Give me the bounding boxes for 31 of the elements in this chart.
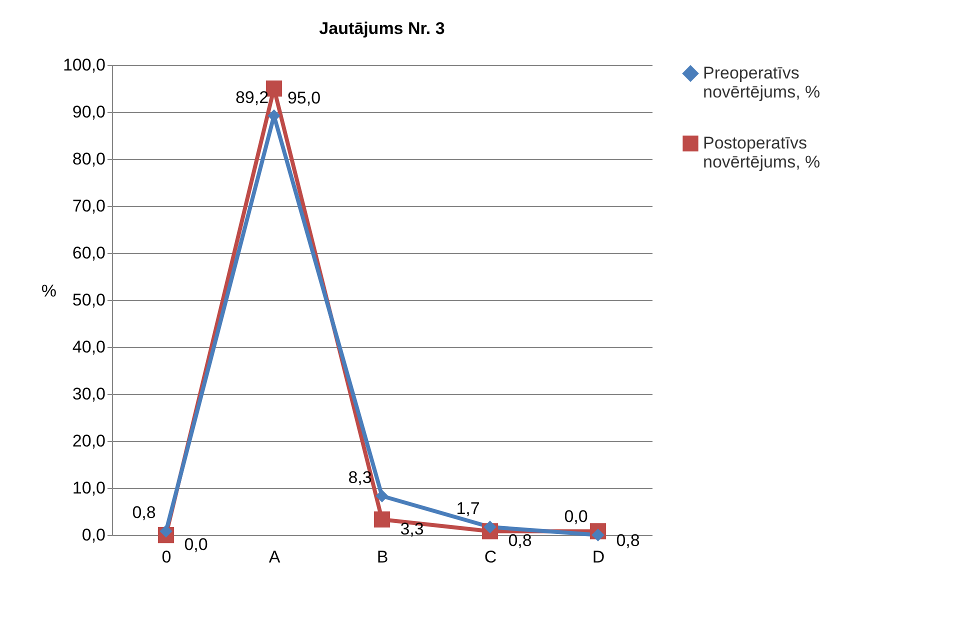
data-label: 1,7 — [456, 499, 480, 518]
data-label: 89,2 — [235, 88, 269, 107]
y-tick-label: 70,0 — [72, 196, 106, 216]
chart-title: Jautājums Nr. 3 — [319, 19, 445, 38]
y-tick-label: 50,0 — [72, 290, 106, 310]
data-label: 0,8 — [616, 531, 640, 550]
x-tick-label: B — [376, 548, 388, 566]
y-tick-label: 80,0 — [72, 150, 106, 168]
legend-label: Postoperatīvs novērtējums, % — [703, 134, 820, 172]
point — [374, 511, 390, 528]
y-tick-label: 40,0 — [72, 338, 106, 356]
y-tick-label: 20,0 — [72, 432, 106, 450]
y-tick-label: 10,0 — [72, 478, 106, 498]
y-tick-label: 0,0 — [82, 526, 106, 544]
y-axis-title: % — [41, 282, 57, 300]
y-tick-label: 100,0 — [62, 56, 106, 74]
data-label: 0,8 — [132, 503, 156, 522]
x-tick-label: 0 — [162, 548, 172, 566]
x-tick-label: D — [592, 548, 605, 566]
point — [376, 490, 388, 502]
data-label: 0,0 — [184, 535, 208, 554]
data-label: 0,8 — [508, 531, 532, 550]
data-label: 0,0 — [564, 507, 588, 526]
y-tick-label: 60,0 — [72, 244, 106, 262]
x-tick-label: C — [484, 548, 497, 566]
data-label: 95,0 — [287, 88, 321, 108]
data-label: 3,3 — [400, 519, 424, 538]
legend-label: Preoperatīvs novērtējums, % — [703, 64, 820, 102]
y-tick-label: 30,0 — [72, 384, 106, 404]
y-tick-label: 90,0 — [72, 102, 106, 122]
x-tick-label: A — [268, 548, 281, 566]
